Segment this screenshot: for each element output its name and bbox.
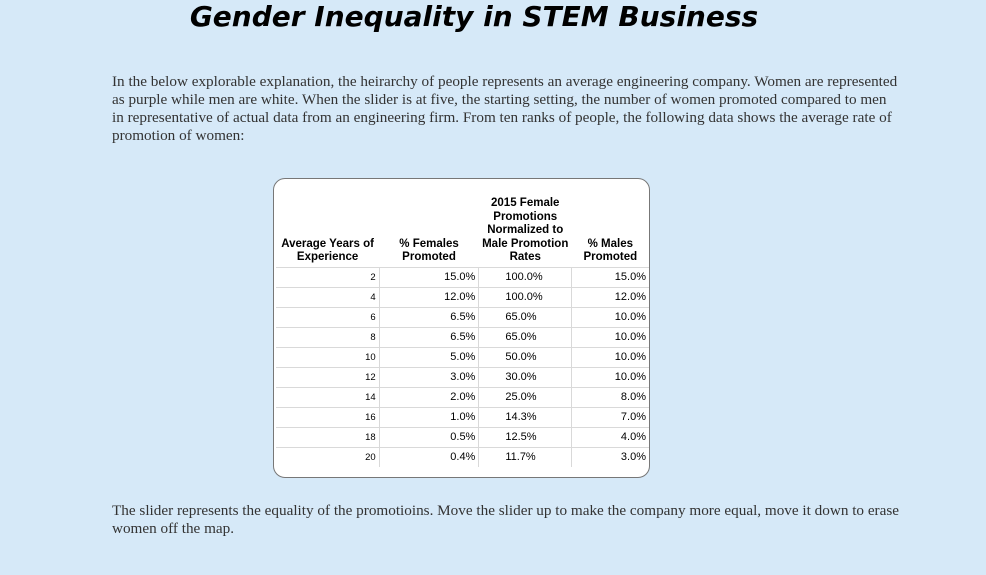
cell-females-promoted: 15.0% xyxy=(379,266,480,287)
table-row: 12 3.0% 30.0% 10.0% xyxy=(276,366,649,387)
cell-males-promoted: 15.0% xyxy=(571,266,649,287)
cell-males-promoted: 10.0% xyxy=(571,346,649,367)
cell-males-promoted: 10.0% xyxy=(571,366,649,387)
cell-males-promoted: 7.0% xyxy=(571,406,649,427)
table-row: 18 0.5% 12.5% 4.0% xyxy=(276,426,649,447)
cell-years: 6 xyxy=(276,306,380,327)
table-row: 20 0.4% 11.7% 3.0% xyxy=(276,446,649,467)
slider-explanation-paragraph: The slider represents the equality of th… xyxy=(112,502,900,537)
cell-years: 8 xyxy=(276,326,380,347)
cell-males-promoted: 4.0% xyxy=(571,426,649,447)
cell-years: 20 xyxy=(276,446,380,467)
table-row: 10 5.0% 50.0% 10.0% xyxy=(276,346,649,367)
cell-years: 18 xyxy=(276,426,380,447)
table-header-row: Average Years of Experience % Females Pr… xyxy=(276,197,649,267)
cell-normalized: 30.0% xyxy=(478,366,572,387)
cell-males-promoted: 3.0% xyxy=(571,446,649,467)
intro-paragraph: In the below explorable explanation, the… xyxy=(112,73,898,144)
cell-females-promoted: 5.0% xyxy=(379,346,480,367)
table-row: 8 6.5% 65.0% 10.0% xyxy=(276,326,649,347)
cell-normalized: 14.3% xyxy=(478,406,572,427)
cell-normalized: 50.0% xyxy=(478,346,572,367)
cell-normalized: 25.0% xyxy=(478,386,572,407)
cell-years: 14 xyxy=(276,386,380,407)
cell-males-promoted: 8.0% xyxy=(571,386,649,407)
table-row: 6 6.5% 65.0% 10.0% xyxy=(276,306,649,327)
cell-males-promoted: 12.0% xyxy=(571,286,649,307)
header-females-promoted: % Females Promoted xyxy=(399,237,459,264)
table-body: 2 15.0% 100.0% 15.0% 4 12.0% 100.0% 12.0% 6 6.5% 6… xyxy=(276,266,649,467)
cell-females-promoted: 0.4% xyxy=(379,446,480,467)
cell-males-promoted: 10.0% xyxy=(571,326,649,347)
table-row: 2 15.0% 100.0% 15.0% xyxy=(276,266,649,287)
header-males-promoted: % Males Promoted xyxy=(583,237,638,264)
cell-normalized: 65.0% xyxy=(478,326,572,347)
header-normalized-promotions: 2015 Female Promotions Normalized to Mal… xyxy=(482,197,569,263)
cell-females-promoted: 6.5% xyxy=(379,326,480,347)
cell-females-promoted: 1.0% xyxy=(379,406,480,427)
cell-normalized: 11.7% xyxy=(478,446,572,467)
table-row: 14 2.0% 25.0% 8.0% xyxy=(276,386,649,407)
cell-females-promoted: 6.5% xyxy=(379,306,480,327)
cell-males-promoted: 10.0% xyxy=(571,306,649,327)
cell-females-promoted: 12.0% xyxy=(379,286,480,307)
header-years-experience: Average Years of Experience xyxy=(281,237,374,264)
cell-years: 2 xyxy=(276,266,380,287)
cell-normalized: 100.0% xyxy=(478,286,572,307)
table-row: 16 1.0% 14.3% 7.0% xyxy=(276,406,649,427)
cell-females-promoted: 3.0% xyxy=(379,366,480,387)
cell-years: 10 xyxy=(276,346,380,367)
table-row: 4 12.0% 100.0% 12.0% xyxy=(276,286,649,307)
page-title: Gender Inequality in STEM Business xyxy=(189,0,759,33)
cell-normalized: 100.0% xyxy=(478,266,572,287)
cell-females-promoted: 0.5% xyxy=(379,426,480,447)
cell-years: 16 xyxy=(276,406,380,427)
cell-females-promoted: 2.0% xyxy=(379,386,480,407)
cell-normalized: 65.0% xyxy=(478,306,572,327)
cell-years: 4 xyxy=(276,286,380,307)
promotion-data-table-card: Average Years of Experience % Females Pr… xyxy=(273,178,650,478)
cell-normalized: 12.5% xyxy=(478,426,572,447)
promotion-data-table: Average Years of Experience % Females Pr… xyxy=(276,197,649,467)
cell-years: 12 xyxy=(276,366,380,387)
